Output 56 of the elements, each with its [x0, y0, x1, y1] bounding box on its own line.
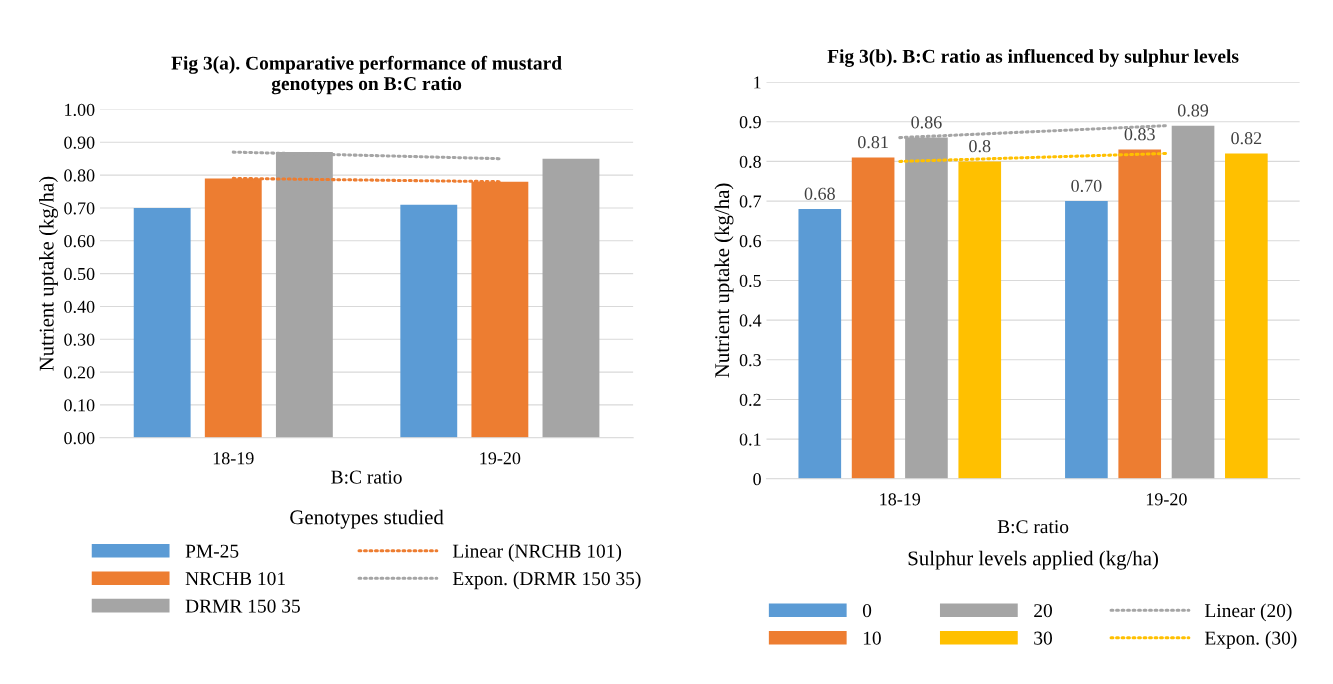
- chart-title: Fig 3(b). B:C ratio as influenced by sulphur levels: [827, 48, 1239, 67]
- bar: [133, 207, 191, 438]
- y-tick-label: 0.4: [739, 314, 762, 327]
- data-label: 0.89: [1177, 104, 1209, 117]
- y-tick-label: 0.6: [739, 235, 762, 248]
- data-label: 0.81: [858, 136, 888, 149]
- y-tick-label: 0.2: [739, 393, 761, 406]
- legend-label: Linear (NRCHB 101): [452, 544, 622, 562]
- text: B:C ratio: [331, 470, 402, 484]
- y-tick-label: 0.10: [64, 399, 95, 412]
- y-tick-label: 0.20: [64, 366, 95, 379]
- y-tick-label: 0.70: [64, 202, 95, 215]
- y-tick-label: 0.8: [739, 155, 761, 168]
- legend-label: 10: [863, 631, 881, 645]
- y-tick-label: 0.3: [739, 354, 761, 367]
- legend-label: PM-25: [185, 544, 239, 558]
- x-tick-label: 18-19: [880, 493, 921, 506]
- legend-label: Expon. (30): [1204, 631, 1297, 649]
- y-tick-label: 0.5: [739, 274, 761, 287]
- data-label: 0.86: [911, 116, 942, 129]
- y-tick-label: 0.50: [64, 267, 95, 281]
- data-label: 0.8: [969, 140, 991, 153]
- x-axis-title: Sulphur levels applied (kg/ha): [908, 550, 1158, 570]
- x-tick-label: 18-19: [213, 452, 254, 465]
- legend-label: 0: [862, 604, 872, 618]
- y-tick-label: 1.00: [65, 103, 95, 116]
- x-axis-title: Genotypes studied: [290, 509, 444, 529]
- legend-label: Linear (20): [1204, 603, 1292, 622]
- bar: [400, 204, 458, 438]
- legend-label: Expon. (DRMR 150 35): [452, 571, 641, 590]
- legend-label: NRCHB 101: [185, 572, 285, 586]
- legend-label: DRMR 150 35: [185, 599, 300, 613]
- x-tick-label: 19-20: [1146, 493, 1187, 506]
- y-tick-label: 0.40: [64, 300, 95, 313]
- y-tick-label: 0.1: [739, 433, 761, 446]
- y-tick-label: 0.60: [64, 235, 95, 248]
- legend-label: 20: [1034, 604, 1052, 618]
- y-tick-label: 0.80: [64, 169, 95, 182]
- data-label: 0.82: [1231, 132, 1262, 145]
- y-tick-label: 0: [753, 473, 761, 486]
- text: B:C ratio: [997, 520, 1069, 534]
- x-tick-label: 19-20: [480, 452, 521, 465]
- legend-label: 30: [1034, 631, 1052, 645]
- y-tick-label: 0.7: [739, 195, 762, 208]
- data-label: 0.70: [1071, 179, 1102, 192]
- y-axis-title: Nutrient uptake (kg/ha): [714, 183, 734, 378]
- y-tick-label: 0.00: [64, 432, 95, 445]
- y-tick-label: 0.9: [739, 116, 761, 129]
- y-axis-title: Nutrient uptake (kg/ha): [39, 176, 58, 371]
- y-tick-label: 0.90: [64, 136, 95, 149]
- data-label: 0.83: [1124, 128, 1155, 141]
- bar: [542, 158, 600, 438]
- data-label: 0.68: [804, 187, 835, 200]
- y-tick-label: 1: [754, 76, 761, 89]
- y-tick-label: 0.30: [64, 333, 95, 346]
- chart-title: Fig 3(a). Comparative performance of mustard genotypes on B:C ratio: [171, 55, 562, 95]
